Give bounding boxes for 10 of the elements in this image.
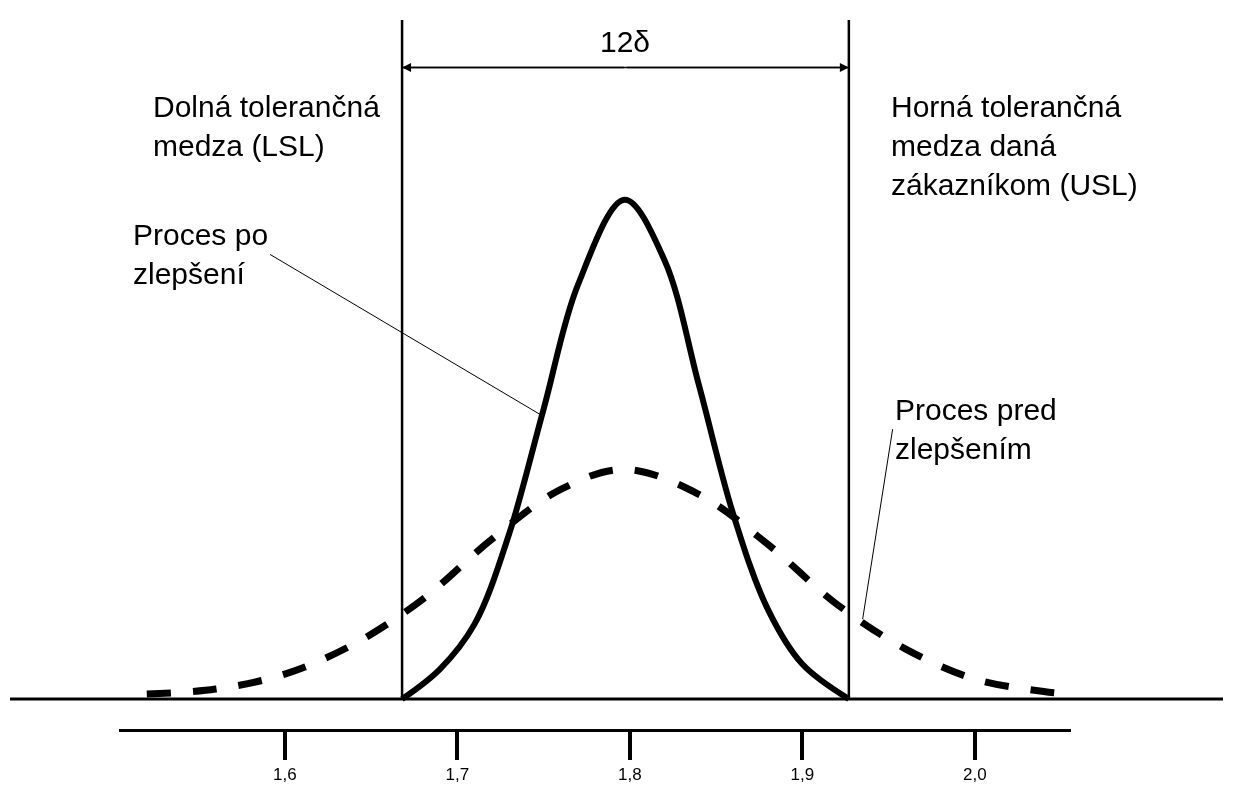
- x-tick-label: 1,6: [272, 765, 297, 785]
- annotation: Proces pred zlepšením: [895, 393, 1057, 465]
- text: 12δ: [600, 25, 651, 58]
- ref-line-label: Dolná tolerančná medza (LSL): [153, 90, 381, 162]
- annotation: Proces po zlepšení: [133, 218, 269, 290]
- x-tick-label: 1,8: [617, 765, 642, 785]
- x-tick-label: 2,0: [962, 765, 987, 785]
- x-tick-label: 1,7: [445, 765, 470, 785]
- ref-line-label: Horná tolerančná medza daná zákazníkom (USL): [891, 90, 1138, 201]
- x-tick-label: 1,9: [790, 765, 815, 785]
